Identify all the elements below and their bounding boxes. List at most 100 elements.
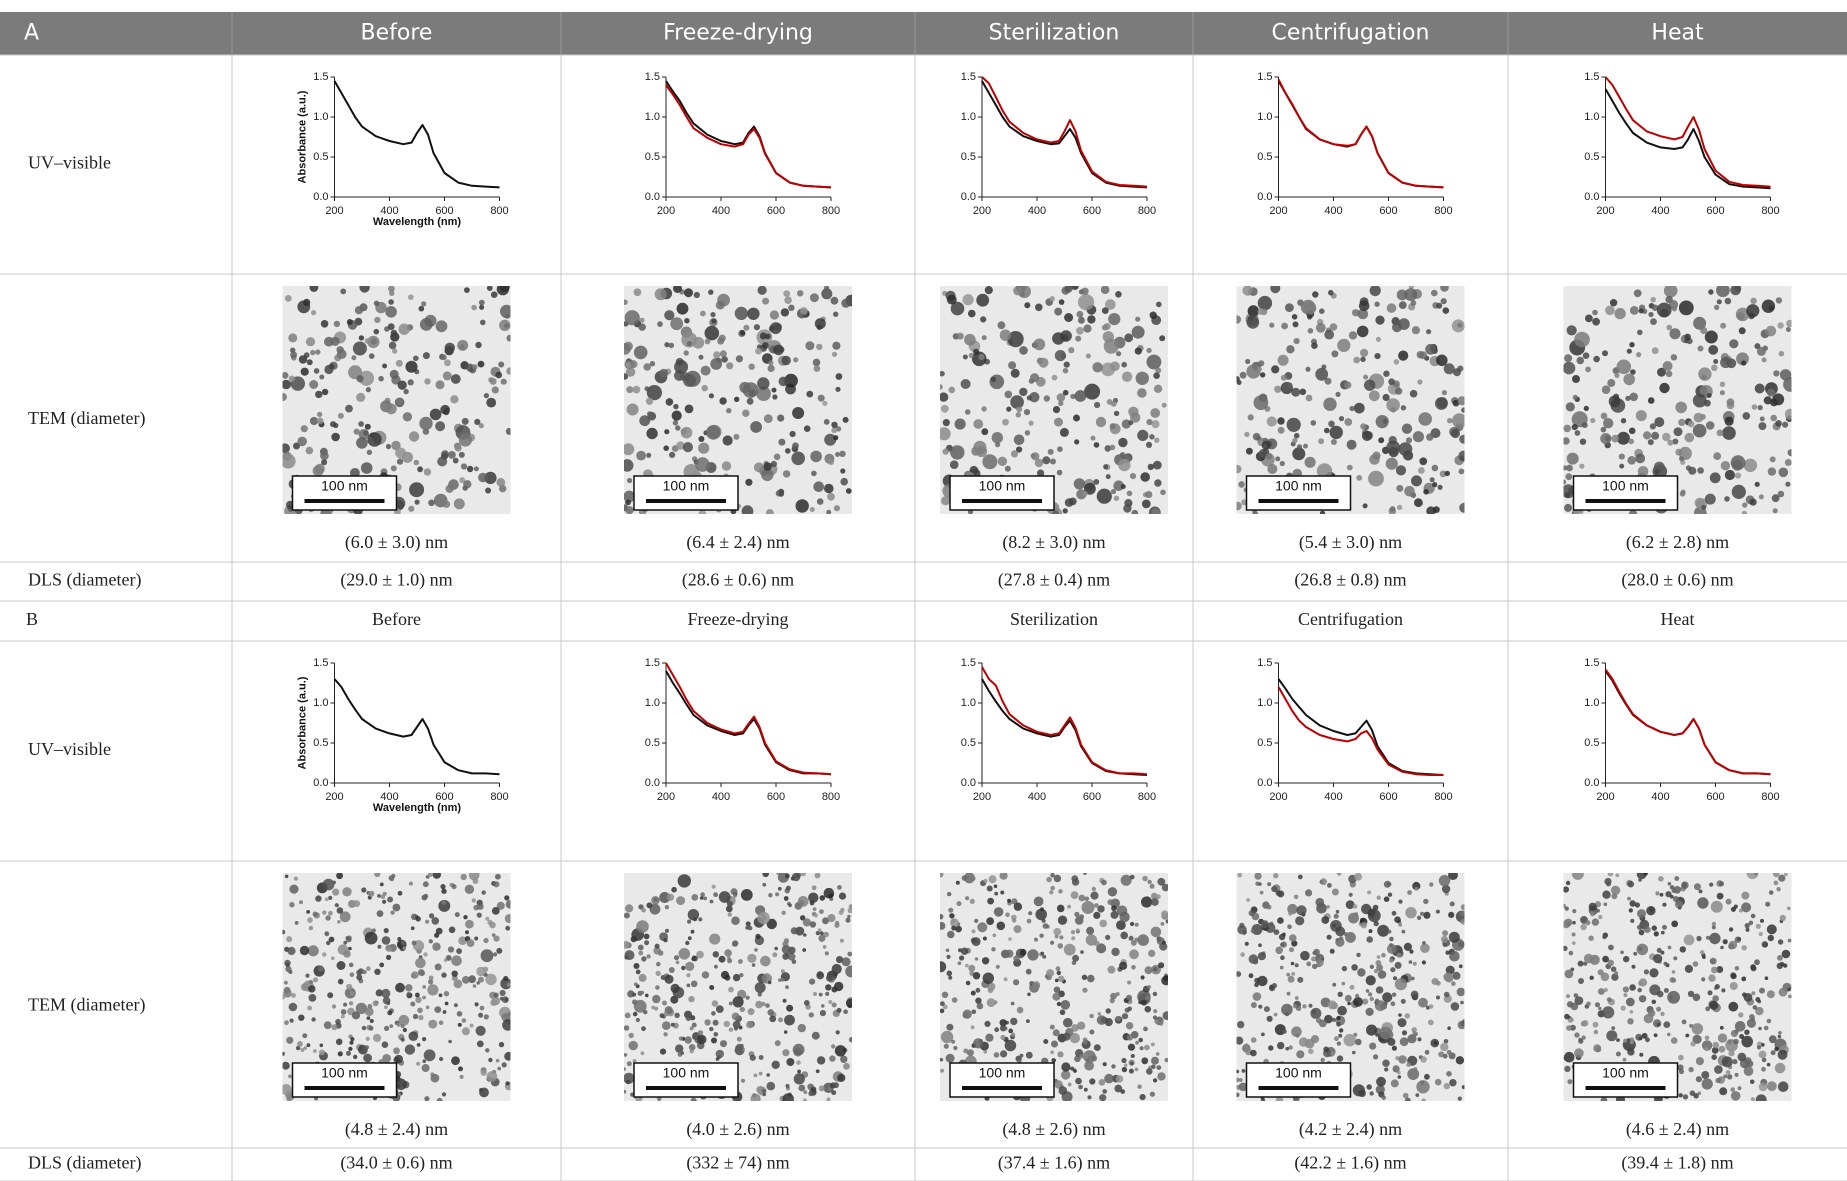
particle (1363, 503, 1368, 508)
particle (1729, 941, 1737, 949)
particle (716, 1005, 724, 1013)
particle (1598, 915, 1602, 919)
particle (327, 992, 333, 998)
particle (1603, 418, 1613, 428)
particle (1103, 1062, 1107, 1066)
particle (325, 932, 330, 937)
particle (1657, 1023, 1661, 1027)
particle (1717, 299, 1722, 304)
particle (632, 999, 637, 1004)
particle (396, 398, 403, 405)
particle (655, 944, 660, 949)
particle (1448, 912, 1454, 918)
particle (1253, 959, 1258, 964)
particle (349, 963, 354, 968)
particle (1444, 363, 1455, 374)
particle (1654, 931, 1659, 936)
particle (1589, 903, 1597, 911)
particle (1239, 1078, 1243, 1082)
particle (752, 963, 756, 967)
particle (426, 1006, 430, 1010)
particle (671, 984, 680, 993)
spectrum-line (666, 85, 831, 187)
particle (1146, 442, 1152, 448)
particle (1627, 456, 1636, 465)
particle (444, 958, 448, 962)
scale-bar-label: 100 nm (979, 1065, 1026, 1081)
particle (386, 955, 391, 960)
particle (1330, 426, 1343, 439)
particle (456, 948, 462, 954)
particle (1348, 913, 1359, 924)
particle (335, 1019, 341, 1025)
particle (624, 1025, 630, 1031)
particle (1460, 911, 1465, 916)
particle (1433, 506, 1440, 513)
particle (784, 296, 792, 304)
particle (1051, 1058, 1056, 1063)
particle (1268, 1045, 1273, 1050)
particle (994, 892, 998, 896)
particle (1406, 1062, 1411, 1067)
particle (1362, 431, 1372, 441)
particle (338, 979, 344, 985)
particle (1578, 978, 1584, 984)
particle (1677, 1064, 1683, 1070)
particle (288, 1075, 292, 1079)
y-tick-label: 1.0 (961, 111, 976, 123)
particle (1104, 323, 1111, 330)
particle (1245, 359, 1250, 364)
particle (1050, 941, 1054, 945)
particle (1458, 1097, 1462, 1101)
dls-value: (27.8 ± 0.4) nm (998, 570, 1110, 591)
uv-chart: 0.00.51.01.5200400600800 (1584, 71, 1779, 217)
particle (1646, 906, 1655, 915)
particle (428, 1020, 437, 1029)
particle (372, 928, 376, 932)
particle (1393, 976, 1397, 980)
particle (1101, 880, 1107, 886)
particle (379, 963, 384, 968)
row-label: DLS (diameter) (28, 570, 141, 591)
particle (1240, 372, 1247, 379)
particle (1712, 925, 1716, 929)
particle (1102, 307, 1109, 314)
particle (699, 355, 704, 360)
particle (1572, 868, 1584, 880)
particle (1418, 412, 1432, 426)
particle (806, 391, 813, 398)
particle (1735, 473, 1741, 479)
particle (423, 952, 427, 956)
particle (971, 1025, 975, 1029)
particle (1418, 467, 1425, 474)
particle (673, 404, 678, 409)
particle (376, 989, 383, 996)
particle (984, 1021, 990, 1027)
particle (1114, 411, 1119, 416)
particle (1122, 1067, 1127, 1072)
particle (476, 1026, 486, 1036)
particle (1690, 1090, 1696, 1096)
particle (1693, 424, 1707, 438)
particle (1584, 954, 1594, 964)
y-tick-label: 1.0 (313, 111, 328, 123)
particle (698, 1030, 703, 1035)
particle (286, 1037, 293, 1044)
particle (378, 376, 384, 382)
particle (353, 900, 360, 907)
particle (1303, 444, 1308, 449)
particle (1292, 314, 1298, 320)
particle (627, 1061, 632, 1066)
particle (1623, 374, 1635, 386)
particle (1087, 315, 1095, 323)
particle (1685, 433, 1695, 443)
particle (949, 387, 956, 394)
y-tick-label: 1.5 (645, 71, 660, 83)
particle (281, 1052, 285, 1056)
particle (1267, 416, 1277, 426)
particle (1244, 432, 1249, 437)
particle (664, 975, 673, 984)
scale-bar (646, 499, 726, 503)
particle (365, 1045, 369, 1049)
particle (713, 1020, 719, 1026)
